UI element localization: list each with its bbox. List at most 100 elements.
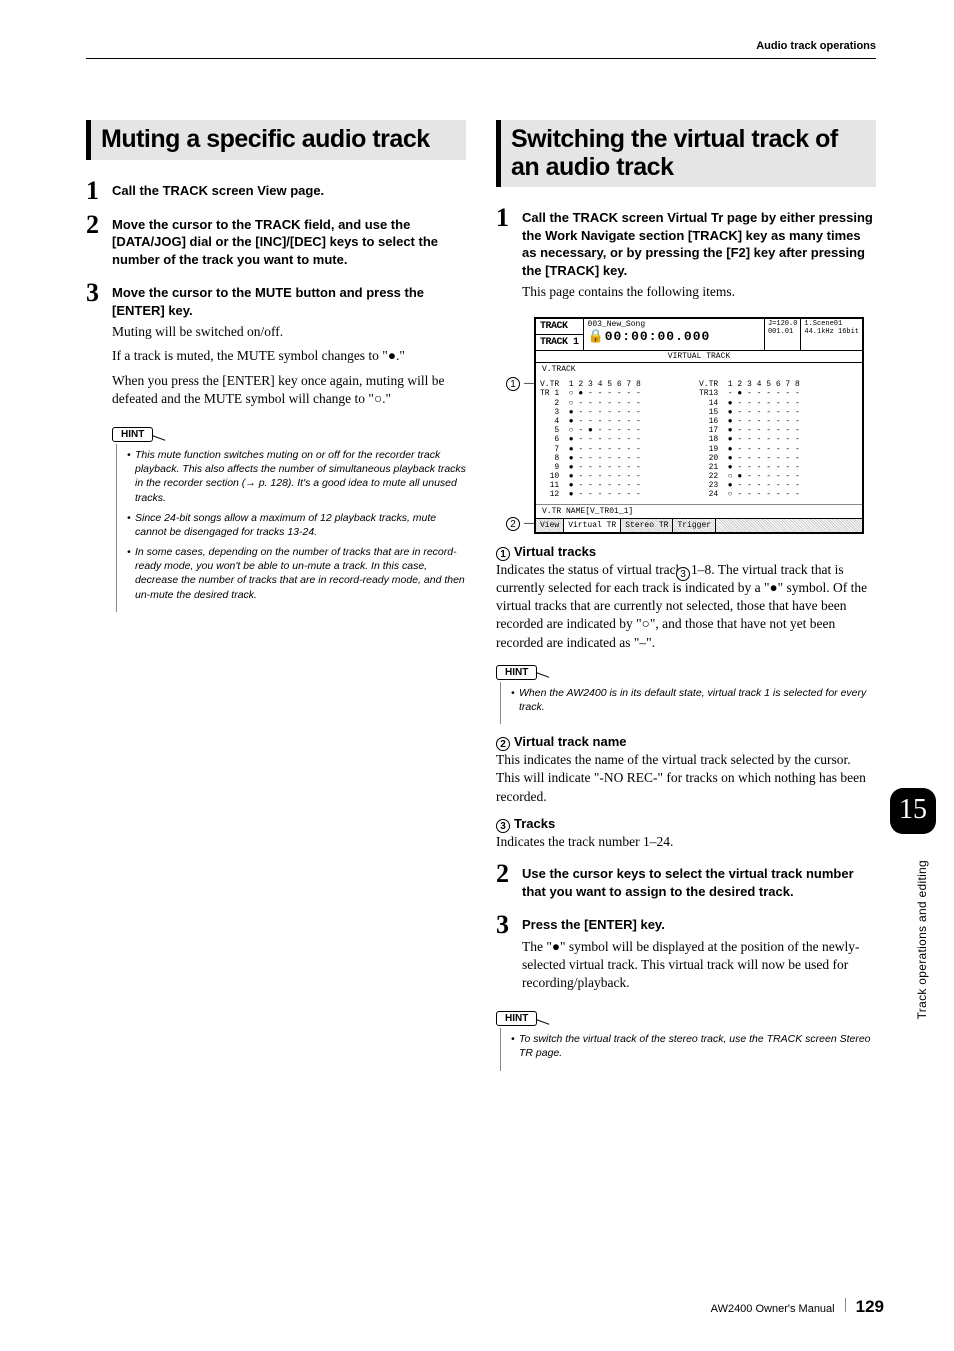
step-number: 2 [496,861,522,904]
callout-3: 3 [676,567,694,581]
item-2-body: This indicates the name of the virtual t… [496,751,876,806]
step-2r: 2 Use the cursor keys to select the virt… [496,861,876,904]
hint-item: In some cases, depending on the number o… [127,545,466,602]
lcd-row: 19 ● - - - - - - - [699,445,858,454]
lcd-row: 16 ● - - - - - - - [699,417,858,426]
step-1: 1 Call the TRACK screen View page. [86,178,466,204]
body-text: If a track is muted, the MUTE symbol cha… [112,347,466,365]
lcd-tempo: J=120.0 [768,320,797,328]
hint-item: When the AW2400 is in its default state,… [511,686,876,714]
hint-label: HINT [496,665,537,680]
item-1-head: 1Virtual tracks [496,544,876,561]
lcd-counter: 🔒00:00:00.000 [588,329,760,344]
lcd-row: 24 ○ - - - - - - - [699,490,858,499]
step-number: 2 [86,212,112,273]
lcd-subhead: V.TRACK [536,363,862,376]
circled-2-icon: 2 [496,737,510,751]
step-number: 3 [86,280,112,414]
lcd-tab-stereo[interactable]: Stereo TR [621,519,673,532]
step-2: 2 Move the cursor to the TRACK field, an… [86,212,466,273]
step-3: 3 Move the cursor to the MUTE button and… [86,280,466,414]
lcd-panel: TRACK TRACK 1 003_New_Song 🔒00:00:00.000… [534,317,864,533]
footer-manual: AW2400 Owner's Manual [711,1303,835,1315]
lcd-tab-view[interactable]: View [536,519,564,532]
body-text: When you press the [ENTER] key once agai… [112,372,466,408]
section-title-virtual: Switching the virtual track of an audio … [496,120,876,187]
lcd-row: 23 ● - - - - - - - [699,481,858,490]
left-column: Muting a specific audio track 1 Call the… [86,120,466,1075]
hint-label: HINT [112,427,153,442]
step-heading: Move the cursor to the MUTE button and p… [112,284,466,319]
lcd-song-name: 003_New_Song [588,320,760,329]
lcd-col-header: V.TR 1 2 3 4 5 6 7 8 [540,380,699,389]
body-text: The "●" symbol will be displayed at the … [522,938,876,993]
chapter-label: Track operations and editing [915,860,929,1019]
lcd-meas: 001.01 [768,328,797,336]
lcd-name-row: V.TR NAME[V_TR01_1] [536,504,862,518]
lcd-row: 4 ● - - - - - - - [540,417,699,426]
callout-2: 2— [506,517,534,531]
circled-1-icon: 1 [496,547,510,561]
hint-block-r1: HINT When the AW2400 is in its default s… [496,662,876,724]
step-heading: Call the TRACK screen Virtual Tr page by… [522,209,876,279]
lcd-row: 20 ● - - - - - - - [699,454,858,463]
step-number: 3 [496,912,522,998]
footer: AW2400 Owner's Manual 129 [711,1297,884,1317]
right-column: Switching the virtual track of an audio … [496,120,876,1075]
lcd-tab-virtual[interactable]: Virtual TR [564,519,621,532]
step-number: 1 [496,205,522,307]
footer-page: 129 [856,1297,884,1317]
section-title-muting: Muting a specific audio track [86,120,466,160]
lcd-row: 11 ● - - - - - - - [540,481,699,490]
item-3-head: 3Tracks [496,816,876,833]
lcd-title-bar: VIRTUAL TRACK [536,351,862,363]
header-section: Audio track operations [756,40,876,52]
item-3-body: Indicates the track number 1–24. [496,833,876,851]
step-heading: Press the [ENTER] key. [522,916,876,934]
step-3r: 3 Press the [ENTER] key. The "●" symbol … [496,912,876,998]
lcd-row: 22 ○ ● - - - - - - [699,472,858,481]
lcd-track-label: TRACK [536,319,584,334]
lcd-track-label2: TRACK 1 [536,334,584,350]
hint-item: Since 24-bit songs allow a maximum of 12… [127,511,466,539]
lcd-row: 10 ● - - - - - - - [540,472,699,481]
body-text: This page contains the following items. [522,283,876,301]
hint-block-r2: HINT To switch the virtual track of the … [496,1008,876,1070]
step-heading: Use the cursor keys to select the virtua… [522,865,876,900]
header-rule [86,58,876,59]
lcd-row: 12 ● - - - - - - - [540,490,699,499]
lcd-row: 9 ● - - - - - - - [540,463,699,472]
circled-3-icon: 3 [496,819,510,833]
lcd-tabs: View Virtual TR Stereo TR Trigger [536,518,862,532]
lcd-row: 21 ● - - - - - - - [699,463,858,472]
lcd-rate: 44.1kHz 16bit [804,328,859,336]
lcd-row: 14 ● - - - - - - - [699,399,858,408]
lcd-row: TR13 - ● - - - - - - [699,389,858,398]
lcd-row: 8 ● - - - - - - - [540,454,699,463]
lcd-row: 5 ○ - ● - - - - - [540,426,699,435]
lcd-screenshot: 1— 2— 3 TRACK TRACK 1 003_New_Song 🔒00:0… [506,317,866,533]
lcd-row: 7 ● - - - - - - - [540,445,699,454]
hint-block: HINT This mute function switches muting … [112,424,466,612]
lcd-row: 2 ○ - - - - - - - [540,399,699,408]
lcd-row: 3 ● - - - - - - - [540,408,699,417]
lcd-row: 15 ● - - - - - - - [699,408,858,417]
lcd-col-header: V.TR 1 2 3 4 5 6 7 8 [699,380,858,389]
step-1r: 1 Call the TRACK screen Virtual Tr page … [496,205,876,307]
body-text: Muting will be switched on/off. [112,323,466,341]
hint-label: HINT [496,1011,537,1026]
callout-1: 1— [506,377,534,391]
lcd-row: 18 ● - - - - - - - [699,435,858,444]
chapter-badge: 15 [890,788,936,834]
hint-item: This mute function switches muting on or… [127,448,466,505]
lcd-row: TR 1 ○ ● - - - - - - [540,389,699,398]
hint-item: To switch the virtual track of the stere… [511,1032,876,1060]
lcd-scene: 1.Scene01 [804,320,859,328]
lcd-tab-trigger[interactable]: Trigger [673,519,716,532]
step-number: 1 [86,178,112,204]
step-heading: Move the cursor to the TRACK field, and … [112,216,466,269]
step-heading: Call the TRACK screen View page. [112,182,466,200]
lcd-row: 6 ● - - - - - - - [540,435,699,444]
footer-rule-icon [845,1298,846,1312]
lcd-row: 17 ● - - - - - - - [699,426,858,435]
